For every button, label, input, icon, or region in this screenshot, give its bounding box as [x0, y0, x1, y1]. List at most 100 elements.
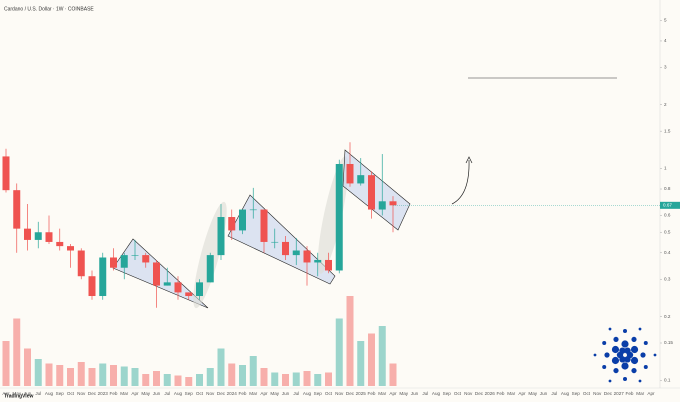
- candle-body: [378, 201, 386, 210]
- y-tick-label: 5: [664, 18, 667, 23]
- x-tick-label: Sep: [443, 391, 452, 396]
- logo-dot: [621, 340, 629, 348]
- volume-bar: [77, 362, 85, 386]
- x-tick-label: May: [270, 391, 279, 396]
- x-tick-label: Aug: [45, 391, 54, 396]
- candle-body: [153, 262, 160, 286]
- candle-body: [45, 232, 53, 242]
- logo-dot: [623, 329, 627, 333]
- logo-dot: [640, 352, 646, 358]
- x-tick-label: Mar: [378, 391, 386, 396]
- x-tick-label: 2025: [356, 391, 367, 396]
- logo-dot: [613, 336, 619, 343]
- volume-bar: [303, 371, 311, 386]
- logo-dot: [653, 353, 657, 357]
- candle-body: [174, 282, 182, 293]
- cardano-logo: [593, 327, 657, 383]
- x-tick-label: 2023: [98, 391, 109, 396]
- volume-bar: [260, 368, 268, 386]
- y-tick-label: 0.4: [664, 250, 671, 255]
- x-tick-label: Jun: [540, 391, 548, 396]
- logo-dot: [624, 347, 631, 354]
- volume-bar: [99, 363, 107, 386]
- volume-bar: [239, 365, 246, 386]
- falling-wedge: [112, 238, 209, 309]
- candle-body: [110, 257, 117, 268]
- y-tick-label: 0.5: [664, 229, 671, 234]
- candle-body: [357, 175, 365, 184]
- volume-bar: [163, 374, 171, 386]
- x-tick-label: May: [399, 391, 408, 396]
- volume-bar: [368, 333, 375, 386]
- volume-bar: [120, 366, 128, 386]
- last-price-label: 0.67: [663, 203, 672, 208]
- x-tick-label: Oct: [325, 391, 333, 396]
- volume-bar: [217, 348, 225, 386]
- y-tick-label: 3: [664, 65, 667, 70]
- volume-bar: [131, 368, 139, 386]
- volume-bar: [325, 372, 332, 386]
- candle-body: [142, 255, 150, 263]
- logo-dot: [631, 367, 637, 374]
- logo-dot: [621, 362, 629, 370]
- x-tick-label: Feb: [626, 391, 634, 396]
- candle-body: [389, 201, 397, 206]
- logo-dot: [630, 345, 639, 354]
- x-tick-label: May: [12, 391, 21, 396]
- x-tick-label: Aug: [174, 391, 183, 396]
- y-tick-label: 0.1: [664, 378, 671, 383]
- candle-body: [303, 250, 311, 263]
- x-tick-label: Sep: [572, 391, 581, 396]
- candle-body: [271, 241, 279, 243]
- logo-dot: [638, 379, 642, 383]
- y-tick-label: 0.15: [664, 340, 673, 345]
- x-tick-label: Dec: [475, 391, 484, 396]
- logo-dot: [602, 341, 607, 345]
- logo-dot: [611, 345, 620, 354]
- candle-body: [228, 217, 236, 231]
- x-tick-label: Nov: [464, 391, 473, 396]
- x-tick-label: Dec: [88, 391, 97, 396]
- volume-bar: [2, 341, 10, 386]
- x-tick-label: Oct: [196, 391, 204, 396]
- logo-dot: [619, 347, 626, 354]
- y-tick-label: 0.3: [664, 276, 671, 281]
- volume-bar: [378, 326, 386, 386]
- candle-body: [67, 246, 74, 251]
- chart-title: Cardano / U.S. Dollar · 1W · COINBASE: [4, 6, 94, 12]
- logo-dot: [604, 352, 610, 358]
- logo-dot: [624, 356, 631, 363]
- volume-bar: [389, 363, 397, 386]
- candle-body: [217, 217, 225, 256]
- y-tick-label: 0.8: [664, 186, 671, 191]
- x-tick-label: Nov: [206, 391, 215, 396]
- candle-body: [346, 163, 354, 184]
- projection-arrow: [451, 159, 470, 205]
- y-tick-label: 0.6: [664, 213, 671, 218]
- x-tick-label: Sep: [56, 391, 65, 396]
- candle-body: [314, 259, 322, 263]
- candle-body: [88, 276, 96, 297]
- logo-dot: [643, 365, 648, 369]
- x-tick-label: Nov: [593, 391, 602, 396]
- volume-bar: [185, 377, 193, 386]
- x-tick-label: 2026: [485, 391, 496, 396]
- volume-bar: [34, 359, 42, 386]
- volume-bar: [67, 368, 74, 386]
- x-tick-label: Sep: [314, 391, 323, 396]
- y-tick-label: 1.5: [664, 128, 671, 133]
- candle-body: [206, 255, 214, 283]
- volume-bar: [24, 348, 31, 386]
- x-tick-label: Oct: [67, 391, 75, 396]
- candle-body: [196, 282, 203, 297]
- volume-bar: [346, 296, 354, 386]
- candle-body: [325, 259, 332, 271]
- x-tick-label: Oct: [583, 391, 591, 396]
- logo-dot: [608, 327, 612, 331]
- x-tick-label: Dec: [217, 391, 226, 396]
- last-price-tag: [660, 201, 680, 209]
- x-tick-label: Nov: [77, 391, 86, 396]
- y-tick-label: 4: [664, 38, 667, 43]
- x-tick-label: Apr: [260, 391, 268, 396]
